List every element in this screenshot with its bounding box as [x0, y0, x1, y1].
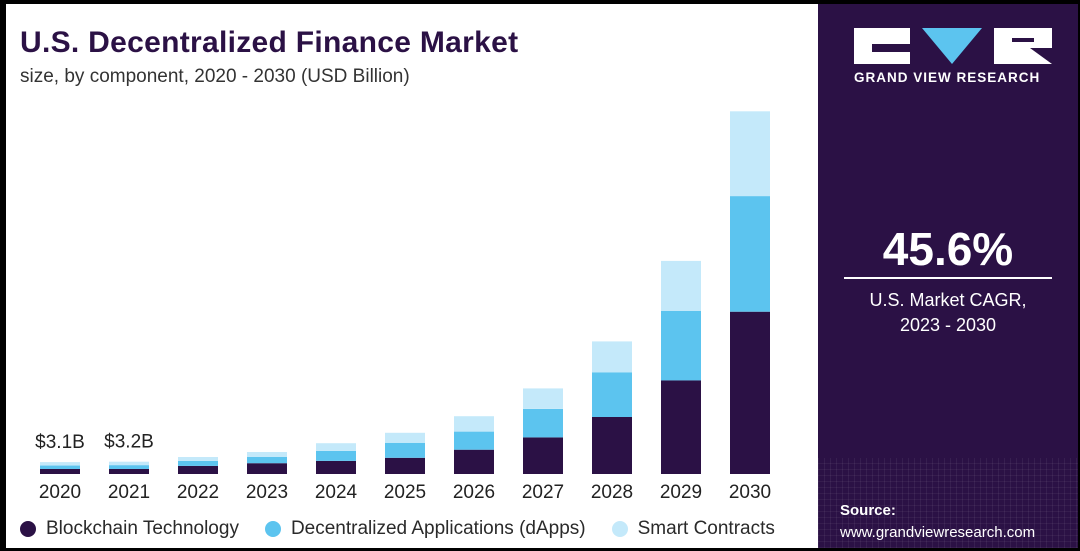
bar-2021-decentralized-applications-dapps: [109, 465, 149, 469]
x-tick-label-2027: 2027: [522, 482, 564, 503]
bar-2027-blockchain-technology: [523, 437, 563, 474]
bar-2029-blockchain-technology: [661, 380, 701, 474]
bar-2021-smart-contracts: [109, 461, 149, 466]
legend-item-dapps: Decentralized Applications (dApps): [264, 518, 586, 540]
x-tick-label-2029: 2029: [660, 482, 702, 503]
brand-name: GRAND VIEW RESEARCH: [854, 70, 1041, 85]
cagr-divider: [844, 277, 1052, 279]
data-label-2020: $3.1B: [35, 432, 85, 453]
bar-2030-smart-contracts: [730, 111, 770, 197]
grand-view-research-logo: [854, 28, 1052, 64]
bar-2023-decentralized-applications-dapps: [247, 457, 287, 464]
bar-2025-smart-contracts: [385, 432, 425, 443]
bar-2026-smart-contracts: [454, 416, 494, 432]
bar-2027-decentralized-applications-dapps: [523, 408, 563, 438]
bar-2023-smart-contracts: [247, 452, 287, 457]
cagr-label-line2: 2023 - 2030: [899, 315, 997, 335]
legend-swatch-dapps: [264, 521, 281, 537]
data-label-2021: $3.2B: [104, 432, 154, 453]
bar-2028-decentralized-applications-dapps: [592, 372, 632, 417]
bar-2022-smart-contracts: [178, 457, 218, 461]
legend-swatch-smart-contracts: [611, 521, 628, 537]
legend-label-smart-contracts: Smart Contracts: [637, 518, 775, 539]
infographic: U.S. Decentralized Finance Market size, …: [6, 4, 1078, 548]
legend-swatch-blockchain: [20, 521, 36, 537]
bar-2023-blockchain-technology: [247, 463, 287, 474]
bar-2030-blockchain-technology: [730, 311, 770, 474]
bar-2020-smart-contracts: [40, 462, 80, 466]
bar-2021-blockchain-technology: [109, 469, 149, 474]
chart-panel: U.S. Decentralized Finance Market size, …: [6, 4, 818, 548]
cagr-label: U.S. Market CAGR, 2023 - 2030: [818, 288, 1078, 338]
legend-label-dapps: Decentralized Applications (dApps): [290, 518, 586, 539]
stacked-bar-chart: 2020 2021 2022 2023 2024 2025 2026 2027 2028 2029…: [35, 111, 771, 503]
bar-2024-smart-contracts: [316, 443, 356, 451]
x-tick-label-2028: 2028: [591, 482, 633, 503]
source-link[interactable]: www.grandviewresearch.com: [840, 524, 1036, 541]
bar-2028-blockchain-technology: [592, 417, 632, 474]
bar-2020-blockchain-technology: [40, 469, 80, 474]
bar-2025-decentralized-applications-dapps: [385, 442, 425, 458]
legend-item-blockchain: Blockchain Technology: [20, 518, 239, 540]
chart-title: U.S. Decentralized Finance Market: [20, 26, 519, 59]
decorative-pattern: [818, 458, 1078, 548]
bar-2029-smart-contracts: [661, 260, 701, 311]
bar-2026-decentralized-applications-dapps: [454, 431, 494, 450]
x-tick-label-2022: 2022: [177, 482, 219, 503]
bar-2020-decentralized-applications-dapps: [40, 465, 80, 469]
x-tick-label-2024: 2024: [315, 482, 358, 503]
bar-2024-decentralized-applications-dapps: [316, 450, 356, 461]
x-tick-label-2026: 2026: [453, 482, 495, 503]
source-label: Source:: [840, 502, 896, 519]
bar-2024-blockchain-technology: [316, 460, 356, 474]
x-tick-label-2023: 2023: [246, 482, 288, 503]
x-tick-label-2030: 2030: [729, 482, 771, 503]
info-sidebar: GRAND VIEW RESEARCH 45.6% U.S. Market CA…: [818, 4, 1078, 548]
bar-2022-decentralized-applications-dapps: [178, 460, 218, 466]
bar-2025-blockchain-technology: [385, 457, 425, 474]
legend-label-blockchain: Blockchain Technology: [46, 518, 239, 539]
legend-item-smart-contracts: Smart Contracts: [611, 518, 775, 540]
chart-subtitle: size, by component, 2020 - 2030 (USD Bil…: [20, 66, 410, 87]
bar-2026-blockchain-technology: [454, 449, 494, 474]
bar-2030-decentralized-applications-dapps: [730, 196, 770, 312]
bar-2029-decentralized-applications-dapps: [661, 311, 701, 381]
legend: Blockchain Technology Decentralized Appl…: [20, 518, 801, 540]
cagr-value: 45.6%: [882, 223, 1014, 275]
x-tick-label-2025: 2025: [384, 482, 426, 503]
cagr-label-line1: U.S. Market CAGR,: [869, 290, 1027, 310]
x-tick-label-2021: 2021: [108, 482, 150, 503]
x-tick-label-2020: 2020: [39, 482, 81, 503]
bar-2027-smart-contracts: [523, 388, 563, 409]
bar-2028-smart-contracts: [592, 341, 632, 373]
bar-2022-blockchain-technology: [178, 465, 218, 474]
